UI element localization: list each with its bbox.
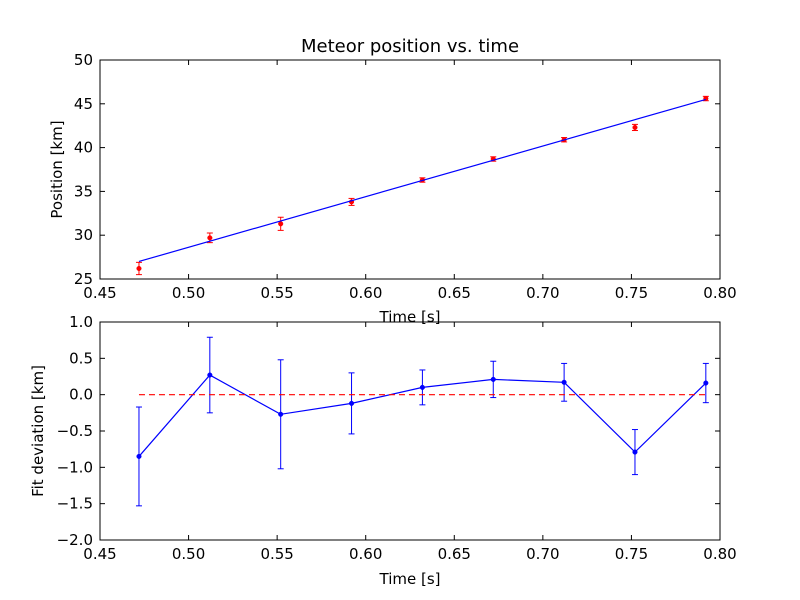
deviation-data-point xyxy=(703,380,709,386)
position-chart-plot xyxy=(135,95,709,276)
position-xtick-label: 0.60 xyxy=(349,284,382,302)
position-chart-ticks: 0.45 0.50 0.55 0.60 0.65 0.70 0.75 0.80 25 30 35 40… xyxy=(74,51,737,302)
position-data-point xyxy=(278,221,284,227)
position-series-line xyxy=(138,98,706,263)
position-chart-title: Meteor position vs. time xyxy=(301,36,519,57)
position-ytick-label: 50 xyxy=(74,51,93,69)
deviation-xtick-label: 0.60 xyxy=(349,545,382,563)
position-xtick-label: 0.70 xyxy=(526,284,559,302)
position-chart-ylabel: Position [km] xyxy=(48,120,66,218)
deviation-data-point xyxy=(136,453,142,459)
position-data-point xyxy=(207,235,213,241)
position-chart-frame xyxy=(99,59,721,280)
deviation-chart-ticks: 0.45 0.50 0.55 0.60 0.65 0.70 0.75 0.80 −2.0 −1.5… xyxy=(57,313,737,563)
position-ytick-label: 25 xyxy=(74,270,93,288)
deviation-chart-ylabel: Fit deviation [km] xyxy=(29,365,47,497)
position-data-point xyxy=(136,265,142,272)
position-chart: Meteor position vs. time 0.45 0.50 0.55 0.6… xyxy=(48,36,737,326)
deviation-xtick-label: 0.65 xyxy=(438,545,471,563)
deviation-ytick-label: 0.5 xyxy=(69,349,93,367)
deviation-data-point xyxy=(419,384,425,390)
deviation-ytick-label: −1.0 xyxy=(57,458,93,476)
deviation-xtick-label: 0.45 xyxy=(83,545,116,563)
position-chart-xlabel: Time [s] xyxy=(379,308,441,326)
deviation-data-point xyxy=(278,411,284,417)
position-ytick-label: 45 xyxy=(74,95,93,113)
position-xtick-label: 0.45 xyxy=(83,284,116,302)
deviation-data-point xyxy=(348,400,355,406)
deviation-ytick-label: −0.5 xyxy=(57,422,93,440)
deviation-data-point xyxy=(632,449,638,455)
position-ytick-label: 40 xyxy=(74,139,93,157)
position-xtick-label: 0.65 xyxy=(438,284,471,302)
deviation-data-point xyxy=(561,379,567,385)
deviation-chart-xlabel: Time [s] xyxy=(379,570,441,588)
deviation-data-point xyxy=(207,372,213,378)
position-xtick-label: 0.75 xyxy=(615,284,648,302)
deviation-xtick-label: 0.50 xyxy=(172,545,205,563)
deviation-ytick-label: −2.0 xyxy=(57,531,93,549)
deviation-xtick-label: 0.70 xyxy=(526,545,559,563)
position-ytick-label: 30 xyxy=(74,226,93,244)
deviation-xtick-label: 0.55 xyxy=(260,545,293,563)
deviation-ytick-label: 0.0 xyxy=(69,386,93,404)
deviation-ytick-label: 1.0 xyxy=(69,313,93,331)
deviation-xtick-label: 0.80 xyxy=(703,545,736,563)
deviation-xtick-label: 0.75 xyxy=(615,545,648,563)
position-xtick-label: 0.80 xyxy=(703,284,736,302)
deviation-ytick-label: −1.5 xyxy=(57,495,93,513)
position-data-point xyxy=(632,124,638,131)
deviation-chart-plot xyxy=(135,336,709,507)
position-ytick-label: 35 xyxy=(74,182,93,200)
position-xtick-label: 0.55 xyxy=(260,284,293,302)
position-xtick-label: 0.50 xyxy=(172,284,205,302)
deviation-data-point xyxy=(490,376,496,382)
deviation-chart: 0.45 0.50 0.55 0.60 0.65 0.70 0.75 0.80 −2.0 −1.5… xyxy=(29,313,737,588)
